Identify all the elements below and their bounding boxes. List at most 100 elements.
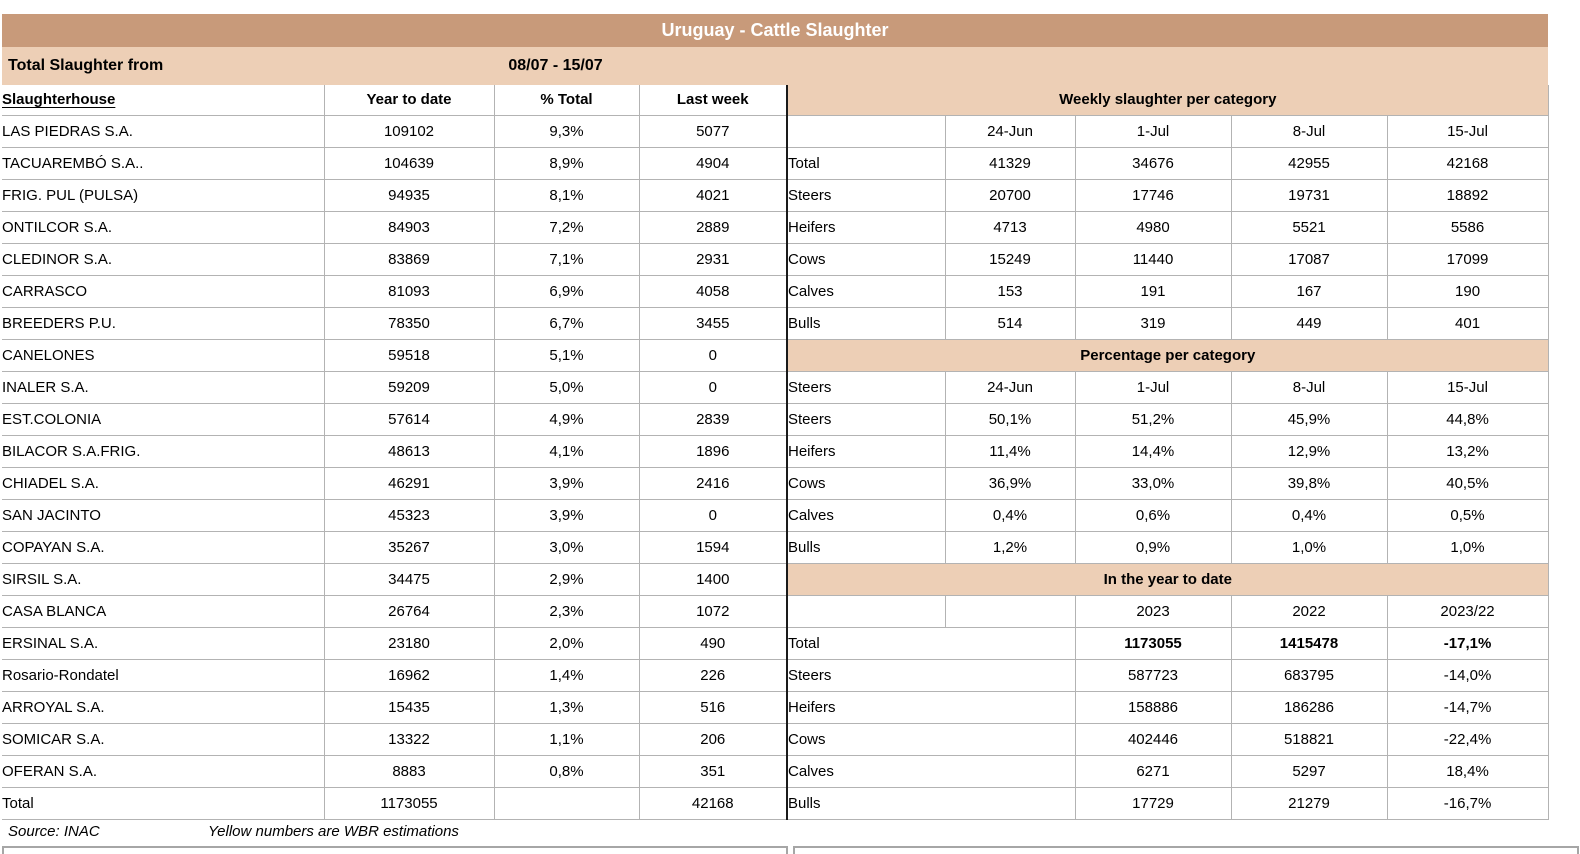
column-header-row: Slaughterhouse Year to date% Total Last we… <box>2 85 1549 116</box>
slaughter-table-head: Slaughterhouse Year to date% Total Last we… <box>2 85 1549 116</box>
value-cell: 44,8% <box>1387 403 1549 436</box>
estimation-note: Yellow numbers are WBR estimations <box>208 823 459 840</box>
date-header-cell: 15-Jul <box>1387 115 1549 148</box>
value-cell: 12,9% <box>1231 435 1388 468</box>
year-to-date-header: Year to date <box>324 85 495 116</box>
table-row: CASA BLANCA 26764 2,3% 1072 2023 2022 2023/22 <box>2 595 1549 628</box>
value-cell: -14,7% <box>1387 691 1549 724</box>
category-label-cell: Steers <box>787 659 1076 692</box>
value-cell: 587723 <box>1075 659 1232 692</box>
pct-total-cell: 7,2% <box>494 211 640 244</box>
pct-total-cell: 8,9% <box>494 147 640 180</box>
value-cell: 17087 <box>1231 243 1388 276</box>
slaughterhouse-cell: SAN JACINTO <box>2 499 325 532</box>
table-row: EST.COLONIA 57614 4,9% 2839 Steers 50,1% 51,2%… <box>2 403 1549 436</box>
pct-total-cell: 5,1% <box>494 339 640 372</box>
date-header-cell: 1-Jul <box>1075 371 1232 404</box>
slaughterhouse-cell: INALER S.A. <box>2 371 325 404</box>
year-to-date-cell: 84903 <box>324 211 495 244</box>
slaughterhouse-header: Slaughterhouse <box>2 85 325 116</box>
category-label-cell: Bulls <box>787 531 946 564</box>
pct-total-cell: 2,9% <box>494 563 640 596</box>
table-row: SIRSIL S.A. 34475 2,9% 1400 In the year to d… <box>2 563 1549 596</box>
pct-total-cell: 5,0% <box>494 371 640 404</box>
value-cell: 191 <box>1075 275 1232 308</box>
value-cell: 41329 <box>945 147 1076 180</box>
last-week-cell: 0 <box>639 499 788 532</box>
last-week-cell: 2416 <box>639 467 788 500</box>
category-label-cell: Heifers <box>787 691 1076 724</box>
year-to-date-cell: 81093 <box>324 275 495 308</box>
year-to-date-cell: 8883 <box>324 755 495 788</box>
slaughterhouse-cell: FRIG. PUL (PULSA) <box>2 179 325 212</box>
value-cell: 1,2% <box>945 531 1076 564</box>
slaughterhouse-cell: CHIADEL S.A. <box>2 467 325 500</box>
value-cell: -14,0% <box>1387 659 1549 692</box>
slaughterhouse-cell: SIRSIL S.A. <box>2 563 325 596</box>
table-row: BREEDERS P.U. 78350 6,7% 3455 Bulls 514 319 449… <box>2 307 1549 340</box>
pct-total-cell: 3,9% <box>494 499 640 532</box>
last-week-cell: 0 <box>639 339 788 372</box>
category-label-cell: Cows <box>787 467 946 500</box>
table-row: TACUAREMBÓ S.A.. 104639 8,9% 4904 Total 41329… <box>2 147 1549 180</box>
year-to-date-cell: 35267 <box>324 531 495 564</box>
section-header: Percentage per category <box>787 339 1549 372</box>
value-cell: 51,2% <box>1075 403 1232 436</box>
slaughterhouse-cell: ERSINAL S.A. <box>2 627 325 660</box>
pct-total-cell: 9,3% <box>494 115 640 148</box>
value-cell: 0,5% <box>1387 499 1549 532</box>
value-cell: 17099 <box>1387 243 1549 276</box>
last-week-cell: 490 <box>639 627 788 660</box>
slaughterhouse-cell: CASA BLANCA <box>2 595 325 628</box>
slaughterhouse-cell: TACUAREMBÓ S.A.. <box>2 147 325 180</box>
pct-total-cell: 4,9% <box>494 403 640 436</box>
value-cell: 4713 <box>945 211 1076 244</box>
last-week-cell: 4058 <box>639 275 788 308</box>
last-week-cell: 1896 <box>639 435 788 468</box>
year-to-date-cell: 46291 <box>324 467 495 500</box>
category-label-cell: Calves <box>787 755 1076 788</box>
table-row: Total 1173055 42168 Bulls 17729 21279 -16,7% <box>2 787 1549 820</box>
table-row: ONTILCOR S.A. 84903 7,2% 2889 Heifers 4713 498… <box>2 211 1549 244</box>
value-cell: 15249 <box>945 243 1076 276</box>
year-to-date-cell: 45323 <box>324 499 495 532</box>
pct-total-cell: 2,3% <box>494 595 640 628</box>
value-cell: 11440 <box>1075 243 1232 276</box>
last-week-cell: 516 <box>639 691 788 724</box>
table-row: INALER S.A. 59209 5,0% 0 Steers 24-Jun 1-Jul 8-… <box>2 371 1549 404</box>
table-row: CANELONES 59518 5,1% 0 Percentage per catego… <box>2 339 1549 372</box>
value-cell: 36,9% <box>945 467 1076 500</box>
slaughterhouse-cell: EST.COLONIA <box>2 403 325 436</box>
slaughterhouse-cell: ARROYAL S.A. <box>2 691 325 724</box>
year-to-date-cell: 26764 <box>324 595 495 628</box>
value-cell: 5521 <box>1231 211 1388 244</box>
table-row: Rosario-Rondatel 16962 1,4% 226 Steers 587723… <box>2 659 1549 692</box>
last-week-cell: 1072 <box>639 595 788 628</box>
pct-total-cell: 8,1% <box>494 179 640 212</box>
category-label-cell <box>787 595 946 628</box>
value-cell: 11,4% <box>945 435 1076 468</box>
value-cell: 17746 <box>1075 179 1232 212</box>
value-cell: 6271 <box>1075 755 1232 788</box>
year-to-date-cell: 94935 <box>324 179 495 212</box>
category-label-cell: Total <box>787 627 1076 660</box>
last-week-cell: 5077 <box>639 115 788 148</box>
value-cell: 1415478 <box>1231 627 1388 660</box>
pct-total-cell: 3,0% <box>494 531 640 564</box>
table-row: FRIG. PUL (PULSA) 94935 8,1% 4021 Steers 2070… <box>2 179 1549 212</box>
value-cell: 34676 <box>1075 147 1232 180</box>
value-cell: -17,1% <box>1387 627 1549 660</box>
value-cell: 14,4% <box>1075 435 1232 468</box>
last-week-cell: 351 <box>639 755 788 788</box>
value-cell: 319 <box>1075 307 1232 340</box>
slaughterhouse-cell: Rosario-Rondatel <box>2 659 325 692</box>
value-cell: 20700 <box>945 179 1076 212</box>
pct-total-cell: 0,8% <box>494 755 640 788</box>
year-to-date-cell: 78350 <box>324 307 495 340</box>
last-week-cell: 1400 <box>639 563 788 596</box>
table-row: SOMICAR S.A. 13322 1,1% 206 Cows 402446 518821… <box>2 723 1549 756</box>
value-cell: 0,4% <box>945 499 1076 532</box>
last-week-cell: 4904 <box>639 147 788 180</box>
category-label-cell: Steers <box>787 403 946 436</box>
